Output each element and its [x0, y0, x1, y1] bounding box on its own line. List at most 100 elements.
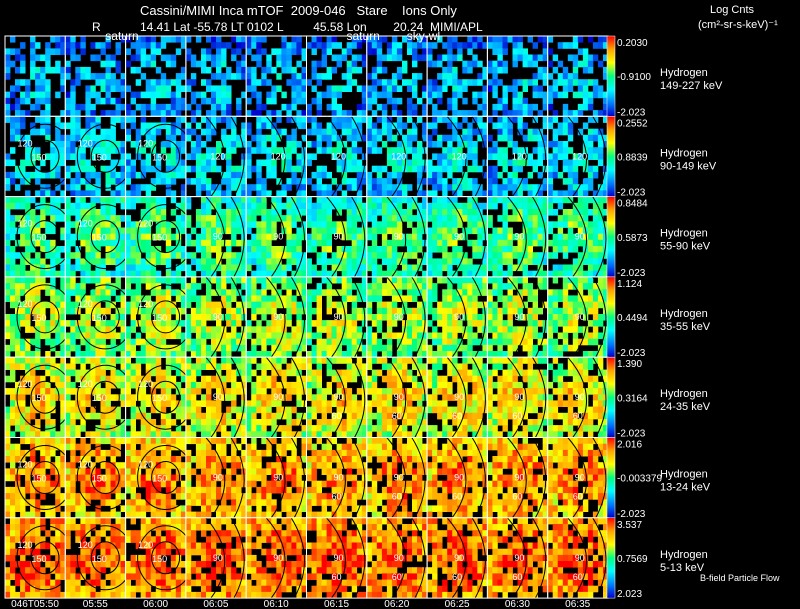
heatmap-cell	[251, 79, 257, 86]
heatmap-cell	[40, 400, 46, 407]
heatmap-cell	[452, 246, 458, 253]
heatmap-cell	[45, 97, 51, 105]
heatmap-cell	[70, 338, 76, 346]
heatmap-cell	[527, 110, 533, 117]
heatmap-cell	[356, 36, 363, 43]
heatmap-cell	[75, 258, 81, 265]
heatmap-cell	[75, 412, 81, 420]
heatmap-cell	[316, 141, 322, 148]
heatmap-cell	[351, 116, 358, 123]
heatmap-cell	[195, 209, 202, 216]
heatmap-cell	[517, 128, 523, 136]
heatmap-cell	[40, 91, 46, 99]
heatmap-cell	[120, 165, 126, 173]
heatmap-cell	[567, 239, 574, 247]
heatmap-cell	[271, 295, 277, 302]
heatmap-cell	[386, 97, 393, 105]
heatmap-cell	[100, 332, 106, 340]
heatmap-cell	[462, 351, 468, 358]
heatmap-cell	[286, 332, 292, 340]
heatmap-cell	[10, 363, 16, 370]
heatmap-cell	[155, 153, 162, 160]
heatmap-cell	[125, 171, 131, 179]
heatmap-cell	[5, 314, 11, 321]
heatmap-cell	[422, 85, 428, 92]
heatmap-cell	[351, 215, 358, 222]
heatmap-cell	[241, 215, 247, 222]
heatmap-cell	[115, 375, 121, 383]
heatmap-cell	[246, 221, 252, 228]
heatmap-cell	[180, 196, 187, 204]
heatmap-cell	[507, 283, 513, 290]
heatmap-cell	[251, 252, 257, 259]
heatmap-cell	[211, 85, 217, 92]
heatmap-cell	[291, 171, 297, 179]
heatmap-cell	[291, 91, 297, 99]
heatmap-cell	[105, 202, 111, 210]
heatmap-cell	[331, 66, 337, 74]
heatmap-cell	[371, 215, 378, 222]
heatmap-cell	[211, 221, 217, 228]
heatmap-cell	[351, 270, 358, 278]
heatmap-cell	[407, 344, 413, 352]
heatmap-cell	[396, 54, 403, 62]
heatmap-cell	[115, 85, 121, 92]
heatmap-cell	[271, 233, 277, 241]
heatmap-cell	[5, 233, 11, 241]
heatmap-cell	[597, 153, 604, 160]
heatmap-cell	[336, 91, 342, 99]
heatmap-cell	[15, 295, 21, 302]
heatmap-cell	[135, 134, 142, 142]
heatmap-cell	[517, 295, 523, 302]
heatmap-cell	[492, 264, 498, 272]
heatmap-cell	[100, 215, 106, 222]
heatmap-cell	[321, 246, 327, 253]
heatmap-cell	[587, 178, 594, 185]
heatmap-cell	[417, 190, 423, 197]
heatmap-cell	[211, 110, 217, 117]
heatmap-cell	[190, 239, 197, 247]
heatmap-cell	[462, 314, 468, 321]
heatmap-cell	[120, 295, 126, 302]
heatmap-cell	[155, 301, 162, 309]
heatmap-cell	[587, 270, 594, 278]
heatmap-cell	[90, 314, 96, 321]
heatmap-cell	[170, 91, 177, 99]
heatmap-cell	[115, 103, 121, 111]
heatmap-cell	[236, 110, 242, 117]
heatmap-cell	[341, 159, 348, 167]
heatmap-cell	[462, 116, 468, 123]
heatmap-cell	[256, 295, 262, 302]
heatmap-cell	[95, 307, 101, 315]
heatmap-cell	[572, 258, 579, 265]
heatmap-cell	[221, 97, 227, 105]
heatmap-cell	[587, 147, 594, 154]
heatmap-cell	[366, 351, 373, 358]
heatmap-cell	[10, 159, 16, 167]
heatmap-cell	[562, 159, 569, 167]
heatmap-cell	[80, 66, 86, 74]
heatmap-cell	[150, 326, 157, 333]
heatmap-cell	[462, 97, 468, 105]
heatmap-cell	[190, 276, 197, 284]
heatmap-cell	[155, 326, 162, 333]
heatmap-cell	[346, 128, 353, 136]
heatmap-cell	[356, 344, 363, 352]
contour-label: 150	[31, 152, 46, 162]
heatmap-cell	[155, 283, 162, 290]
heatmap-cell	[517, 122, 523, 130]
heatmap-cell	[185, 301, 192, 309]
heatmap-cell	[587, 239, 594, 247]
heatmap-cell	[286, 178, 292, 185]
heatmap-cell	[336, 344, 342, 352]
heatmap-cell	[105, 79, 111, 86]
contour-line	[151, 300, 181, 334]
heatmap-cell	[386, 344, 393, 352]
heatmap-cell	[80, 320, 86, 327]
heatmap-cell	[90, 307, 96, 315]
heatmap-cell	[396, 258, 403, 265]
heatmap-cell	[75, 357, 81, 364]
heatmap-cell	[381, 85, 388, 92]
heatmap-cell	[603, 54, 609, 62]
heatmap-cell	[336, 252, 342, 259]
